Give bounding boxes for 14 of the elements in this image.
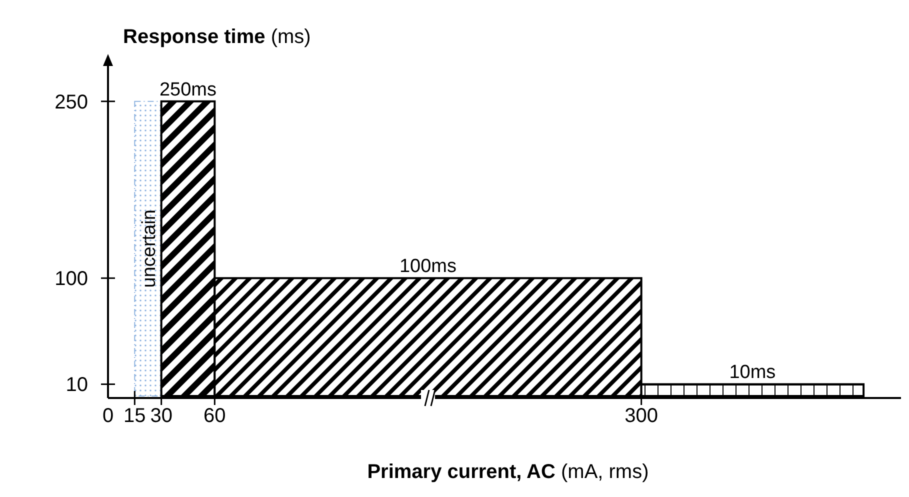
y-axis-title: Response time (ms) — [123, 26, 311, 48]
x-tick-label: 60 — [204, 405, 226, 427]
x-tick-label: 30 — [150, 405, 172, 427]
data-label: 250ms — [159, 79, 217, 100]
data-label: 10ms — [729, 362, 776, 384]
x-tick-label: 15 — [124, 405, 146, 427]
x-tick-label: 300 — [624, 405, 658, 427]
y-tick-label: 250 — [54, 91, 88, 114]
data-label: 100ms — [399, 256, 457, 278]
x-axis-title: Primary current, AC (mA, rms) — [367, 461, 649, 483]
x-tick-label: 0 — [102, 405, 114, 427]
annotation: uncertain — [139, 210, 160, 288]
y-tick-label: 100 — [54, 268, 88, 290]
y-tick-label: 10 — [66, 374, 88, 396]
